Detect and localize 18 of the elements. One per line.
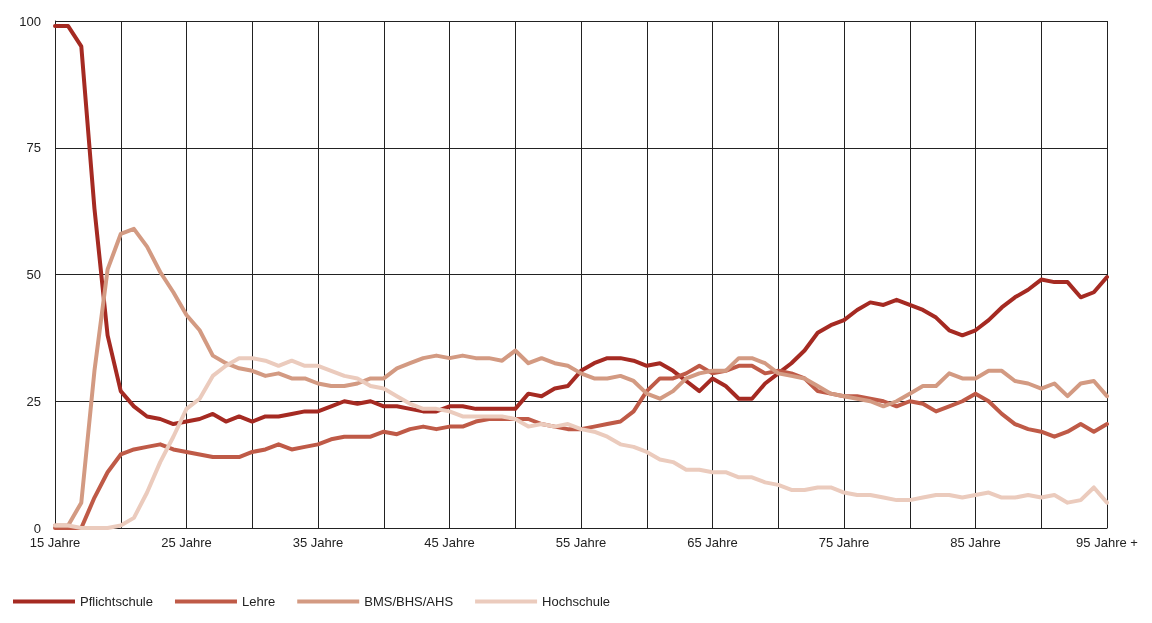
x-tick-label: 85 Jahre [950,535,1001,550]
legend-label: Pflichtschule [80,594,153,609]
x-tick-label: 15 Jahre [29,535,81,550]
y-tick-label: 75 [26,140,41,156]
x-tick-label: 75 Jahre [818,535,870,550]
x-tick-label: 25 Jahre [161,535,212,550]
y-tick-label: 100 [19,13,41,29]
y-tick-label: 0 [33,520,41,536]
y-tick-label: 50 [26,267,41,282]
x-tick-label: 65 Jahre [687,535,738,550]
x-tick-label: 55 Jahre [555,535,607,550]
legend-label: Hochschule [542,594,611,609]
legend-label: BMS/BHS/AHS [364,594,454,609]
x-tick-label: 95 Jahre + [1076,535,1138,550]
legend-label: Lehre [241,594,276,609]
x-tick-label: 45 Jahre [424,535,475,550]
x-tick-label: 35 Jahre [292,535,344,550]
y-tick-label: 25 [26,393,41,409]
